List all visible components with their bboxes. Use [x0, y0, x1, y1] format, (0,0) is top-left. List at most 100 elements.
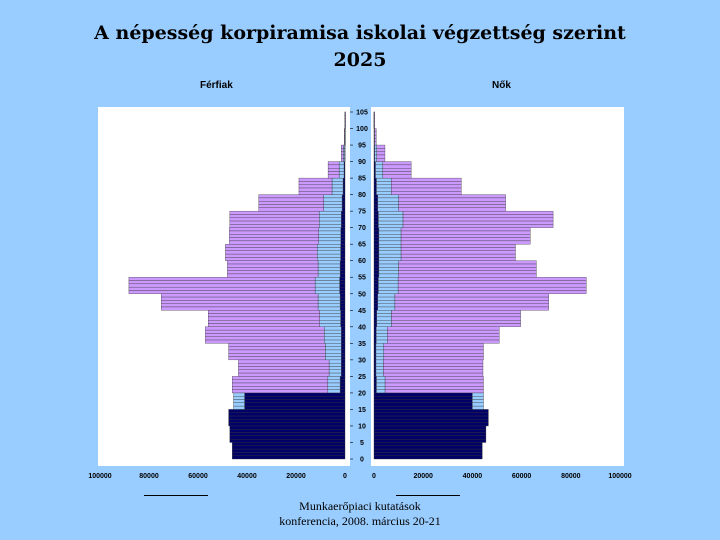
men-bar-age-45-level-3 [161, 300, 319, 304]
women-bar-age-85-level-1 [373, 168, 376, 172]
women-bar-age-50-level-3 [397, 290, 587, 294]
men-bar-age-35-level-2 [323, 329, 342, 334]
men-bar-age-10-level-1 [228, 415, 346, 420]
age-tick-label: 0 [360, 457, 364, 464]
men-bar-age-70-level-3 [229, 224, 320, 228]
women-bar-age-55-level-1 [373, 263, 380, 268]
age-tick-label: 5 [360, 440, 364, 447]
men-bar-age-55-level-3 [227, 263, 319, 268]
women-bar-age-40-level-1 [373, 323, 377, 327]
men-bar-age-25-level-3 [238, 366, 330, 370]
men-bar-age-50-level-3 [128, 290, 316, 294]
women-bar-age-80-level-3 [391, 187, 462, 192]
men-bar-age-70-level-2 [319, 214, 342, 218]
men-bar-age-30-level-3 [228, 356, 326, 361]
age-tick-label: 70 [358, 225, 366, 232]
women-bar-age-45-level-3 [394, 303, 549, 308]
women-bar-age-75-level-3 [398, 204, 506, 209]
men-bar-age-80-level-2 [331, 177, 344, 182]
men-bar-age-30-level-2 [325, 349, 342, 354]
men-bar-age-55-level-1 [339, 273, 346, 278]
men-bar-age-20-level-2 [327, 386, 341, 390]
women-bar-age-40-level-1 [373, 310, 377, 314]
women-bar-age-90-level-3 [376, 151, 386, 156]
women-bar-age-65-level-2 [378, 230, 402, 235]
footer-line-right [396, 495, 460, 496]
men-bar-age-35-level-2 [323, 333, 342, 337]
men-bar-age-60-level-2 [317, 244, 341, 248]
women-bar-age-40-level-2 [376, 310, 392, 314]
women-bar-age-15-level-2 [472, 396, 484, 400]
women-bar-age-70-level-1 [373, 210, 379, 215]
women-bar-age-60-level-3 [400, 253, 516, 258]
women-bar-age-25-level-3 [383, 372, 484, 377]
women-bar-age-100-level-3 [373, 118, 375, 123]
women-bar-age-35-level-2 [376, 333, 388, 337]
men-bar-age-50-level-1 [339, 286, 346, 291]
women-bar-age-45-level-2 [377, 303, 396, 308]
women-bar-age-20-level-1 [373, 376, 377, 380]
women-bar-age-95-level-3 [374, 138, 377, 142]
men-bar-age-60-level-2 [317, 257, 341, 261]
women-bar-age-80-level-2 [376, 187, 392, 192]
men-bar-age-65-level-1 [340, 237, 346, 242]
men-bar-age-55-level-3 [227, 273, 319, 278]
men-bar-age-50-level-2 [314, 277, 340, 281]
x-tick-label-right: 100000 [608, 473, 631, 480]
women-bar-age-60-level-1 [373, 247, 380, 251]
men-bar-age-0-level-1 [232, 442, 346, 446]
men-bar-age-25-level-3 [238, 362, 330, 367]
women-bar-age-80-level-2 [376, 177, 392, 182]
men-bar-age-10-level-1 [228, 419, 346, 423]
women-bar-age-0-level-1 [373, 455, 483, 460]
men-bar-age-15-level-2 [233, 396, 245, 400]
men-bar-age-80-level-3 [298, 187, 333, 192]
men-bar-age-85-level-2 [338, 168, 345, 172]
women-bar-age-100-level-3 [373, 121, 375, 126]
women-bar-age-0-level-1 [373, 452, 483, 456]
women-bar-age-85-level-3 [382, 161, 412, 166]
women-bar-age-70-level-3 [402, 224, 554, 228]
men-bar-age-10-level-1 [228, 412, 346, 417]
women-bar-age-0-level-1 [373, 448, 483, 453]
men-bar-age-65-level-2 [318, 227, 342, 232]
age-tick-label: 105 [356, 110, 368, 117]
men-bar-age-40-level-1 [340, 310, 346, 314]
women-bar-age-25-level-2 [375, 366, 384, 370]
men-bar-age-15-level-2 [233, 399, 245, 403]
women-bar-age-40-level-1 [373, 313, 377, 318]
footer-line1: Munkaerőpiaci kutatások [299, 499, 421, 513]
women-bar-age-50-level-1 [373, 283, 379, 288]
age-tick-label: 35 [358, 341, 366, 348]
men-bar-age-50-level-1 [339, 280, 346, 285]
men-bar-age-40-level-2 [319, 316, 341, 321]
men-bar-age-35-level-3 [205, 333, 325, 337]
x-tick-label-right: 20000 [413, 473, 433, 480]
men-bar-age-45-level-3 [161, 303, 319, 308]
women-bar-age-60-level-3 [400, 257, 516, 261]
men-bar-age-35-level-2 [323, 326, 342, 331]
men-bar-age-60-level-2 [317, 250, 341, 255]
men-bar-age-60-level-3 [225, 247, 318, 251]
men-bar-age-35-level-2 [323, 339, 342, 344]
men-bar-age-50-level-3 [128, 277, 316, 281]
women-bar-age-30-level-3 [383, 346, 484, 351]
women-bar-age-45-level-3 [394, 296, 549, 301]
men-bar-age-30-level-3 [228, 346, 326, 351]
women-bar-age-90-level-3 [376, 148, 386, 152]
women-bar-age-75-level-3 [398, 207, 506, 212]
women-bar-age-55-level-3 [398, 270, 537, 275]
men-bar-age-40-level-1 [340, 323, 346, 327]
men-bar-age-60-level-2 [317, 247, 341, 251]
women-bar-age-60-level-2 [378, 247, 402, 251]
age-tick-label: 40 [358, 324, 366, 331]
women-bar-age-15-level-1 [373, 405, 473, 410]
men-bar-age-100-level-3 [344, 111, 346, 116]
women-bar-age-80-level-1 [373, 181, 377, 185]
men-bar-age-50-level-2 [314, 283, 340, 288]
men-bar-age-80-level-1 [342, 191, 346, 195]
men-bar-age-25-level-3 [238, 372, 330, 377]
women-bar-age-45-level-3 [394, 293, 549, 298]
women-bar-age-50-level-2 [378, 283, 399, 288]
women-bar-age-70-level-2 [378, 214, 404, 218]
